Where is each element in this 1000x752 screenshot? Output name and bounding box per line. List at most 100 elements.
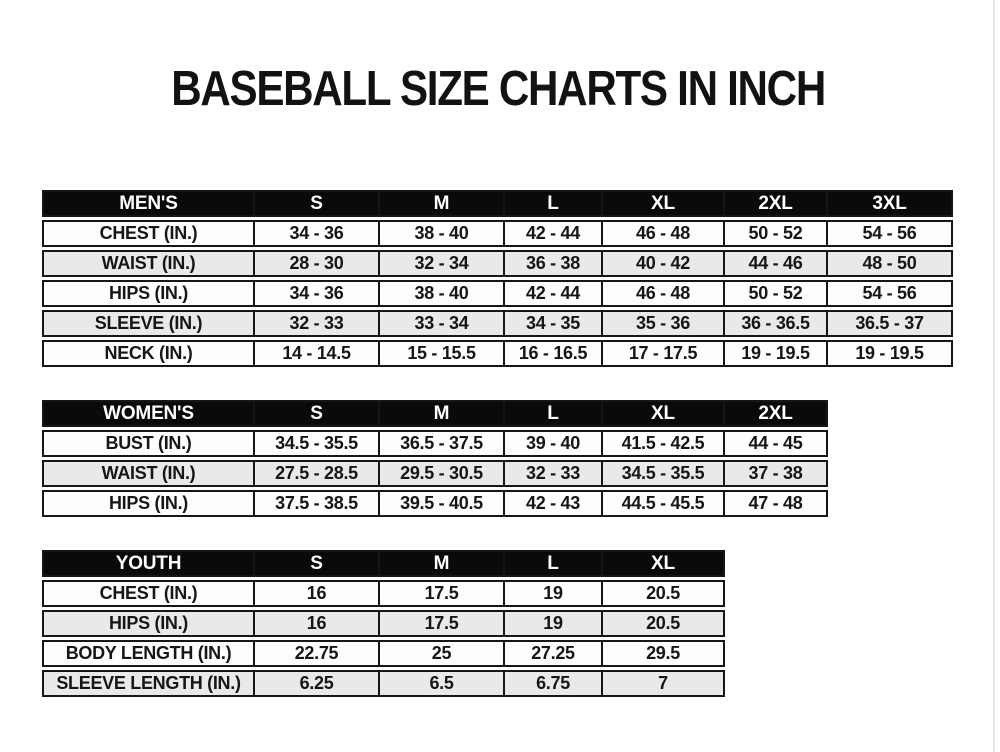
youth-header-row: YOUTH S M L XL — [42, 549, 725, 577]
size-value-cell: 37 - 38 — [725, 459, 828, 487]
size-value-cell: 47 - 48 — [725, 489, 828, 517]
youth-row-chest-in: CHEST (IN.) 16 17.5 19 20.5 — [42, 579, 725, 607]
size-value-cell: 36.5 - 37 — [828, 309, 953, 337]
mens-column-header-s: S — [255, 189, 380, 217]
mens-table-title: MEN'S — [42, 189, 255, 217]
mens-column-header-2xl: 2XL — [725, 189, 828, 217]
youth-size-table: YOUTH S M L XL CHEST (IN.) 16 17.5 19 20.5 HIPS (I… — [42, 547, 725, 700]
size-value-cell: 19 - 19.5 — [828, 339, 953, 367]
size-value-cell: 46 - 48 — [603, 279, 725, 307]
size-value-cell: 20.5 — [603, 609, 725, 637]
mens-row-neck-in: NECK (IN.) 14 - 14.5 15 - 15.5 16 - 16.5 17 … — [42, 339, 953, 367]
size-value-cell: 27.5 - 28.5 — [255, 459, 380, 487]
womens-row-waist-in: WAIST (IN.) 27.5 - 28.5 29.5 - 30.5 32 - 33… — [42, 459, 828, 487]
size-value-cell: 19 - 19.5 — [725, 339, 828, 367]
youth-column-header-xl: XL — [603, 549, 725, 577]
size-value-cell: 40 - 42 — [603, 249, 725, 277]
size-value-cell: 50 - 52 — [725, 219, 828, 247]
size-value-cell: 19 — [505, 579, 603, 607]
youth-column-header-m: M — [380, 549, 505, 577]
womens-row-hips-in: HIPS (IN.) 37.5 - 38.5 39.5 - 40.5 42 - 43 4… — [42, 489, 828, 517]
size-value-cell: 7 — [603, 669, 725, 697]
size-value-cell: 20.5 — [603, 579, 725, 607]
womens-column-header-m: M — [380, 399, 505, 427]
size-value-cell: 14 - 14.5 — [255, 339, 380, 367]
mens-header-row: MEN'S S M L XL 2XL 3XL — [42, 189, 953, 217]
size-value-cell: 6.75 — [505, 669, 603, 697]
size-value-cell: 32 - 34 — [380, 249, 505, 277]
row-label-cell: HIPS (IN.) — [42, 609, 255, 637]
size-value-cell: 16 - 16.5 — [505, 339, 603, 367]
size-value-cell: 50 - 52 — [725, 279, 828, 307]
mens-row-hips-in: HIPS (IN.) 34 - 36 38 - 40 42 - 44 46 - 48 50… — [42, 279, 953, 307]
size-value-cell: 35 - 36 — [603, 309, 725, 337]
size-value-cell: 39.5 - 40.5 — [380, 489, 505, 517]
size-value-cell: 6.25 — [255, 669, 380, 697]
size-value-cell: 37.5 - 38.5 — [255, 489, 380, 517]
size-value-cell: 42 - 43 — [505, 489, 603, 517]
size-value-cell: 36 - 38 — [505, 249, 603, 277]
youth-row-sleeve-length-in: SLEEVE LENGTH (IN.) 6.25 6.5 6.75 7 — [42, 669, 725, 697]
size-value-cell: 36.5 - 37.5 — [380, 429, 505, 457]
size-value-cell: 36 - 36.5 — [725, 309, 828, 337]
mens-row-chest-in: CHEST (IN.) 34 - 36 38 - 40 42 - 44 46 - 48 5… — [42, 219, 953, 247]
row-label-cell: HIPS (IN.) — [42, 279, 255, 307]
size-value-cell: 16 — [255, 579, 380, 607]
size-value-cell: 34.5 - 35.5 — [255, 429, 380, 457]
size-value-cell: 38 - 40 — [380, 219, 505, 247]
mens-row-sleeve-in: SLEEVE (IN.) 32 - 33 33 - 34 34 - 35 35 - 36… — [42, 309, 953, 337]
mens-column-header-3xl: 3XL — [828, 189, 953, 217]
size-value-cell: 42 - 44 — [505, 279, 603, 307]
mens-column-header-xl: XL — [603, 189, 725, 217]
size-value-cell: 44 - 46 — [725, 249, 828, 277]
size-value-cell: 48 - 50 — [828, 249, 953, 277]
womens-column-header-l: L — [505, 399, 603, 427]
size-value-cell: 32 - 33 — [505, 459, 603, 487]
size-value-cell: 46 - 48 — [603, 219, 725, 247]
size-value-cell: 29.5 - 30.5 — [380, 459, 505, 487]
youth-column-header-s: S — [255, 549, 380, 577]
size-value-cell: 16 — [255, 609, 380, 637]
size-value-cell: 32 - 33 — [255, 309, 380, 337]
row-label-cell: NECK (IN.) — [42, 339, 255, 367]
womens-column-header-s: S — [255, 399, 380, 427]
mens-column-header-m: M — [380, 189, 505, 217]
womens-column-header-2xl: 2XL — [725, 399, 828, 427]
row-label-cell: HIPS (IN.) — [42, 489, 255, 517]
size-value-cell: 19 — [505, 609, 603, 637]
womens-header-row: WOMEN'S S M L XL 2XL — [42, 399, 828, 427]
size-value-cell: 33 - 34 — [380, 309, 505, 337]
size-value-cell: 25 — [380, 639, 505, 667]
womens-size-table: WOMEN'S S M L XL 2XL BUST (IN.) 34.5 - 35.5 36.5… — [42, 397, 828, 520]
size-value-cell: 34 - 36 — [255, 279, 380, 307]
mens-size-table: MEN'S S M L XL 2XL 3XL CHEST (IN.) 34 - 36 38 - 4… — [42, 187, 953, 370]
size-value-cell: 44.5 - 45.5 — [603, 489, 725, 517]
size-value-cell: 54 - 56 — [828, 279, 953, 307]
size-value-cell: 39 - 40 — [505, 429, 603, 457]
size-value-cell: 15 - 15.5 — [380, 339, 505, 367]
row-label-cell: CHEST (IN.) — [42, 219, 255, 247]
youth-row-hips-in: HIPS (IN.) 16 17.5 19 20.5 — [42, 609, 725, 637]
scan-edge-artifact — [993, 0, 995, 752]
size-value-cell: 34 - 36 — [255, 219, 380, 247]
size-value-cell: 27.25 — [505, 639, 603, 667]
size-value-cell: 22.75 — [255, 639, 380, 667]
size-value-cell: 34.5 - 35.5 — [603, 459, 725, 487]
size-value-cell: 38 - 40 — [380, 279, 505, 307]
mens-row-waist-in: WAIST (IN.) 28 - 30 32 - 34 36 - 38 40 - 42 4… — [42, 249, 953, 277]
page-title-text: BASEBALL SIZE CHARTS IN INCH — [171, 62, 826, 116]
womens-row-bust-in: BUST (IN.) 34.5 - 35.5 36.5 - 37.5 39 - 40 4… — [42, 429, 828, 457]
row-label-cell: SLEEVE LENGTH (IN.) — [42, 669, 255, 697]
size-value-cell: 29.5 — [603, 639, 725, 667]
row-label-cell: BUST (IN.) — [42, 429, 255, 457]
mens-column-header-l: L — [505, 189, 603, 217]
row-label-cell: SLEEVE (IN.) — [42, 309, 255, 337]
size-value-cell: 54 - 56 — [828, 219, 953, 247]
size-value-cell: 41.5 - 42.5 — [603, 429, 725, 457]
size-value-cell: 17.5 — [380, 609, 505, 637]
page-title: BASEBALL SIZE CHARTS IN INCH — [42, 62, 954, 117]
youth-table-title: YOUTH — [42, 549, 255, 577]
row-label-cell: BODY LENGTH (IN.) — [42, 639, 255, 667]
size-value-cell: 34 - 35 — [505, 309, 603, 337]
